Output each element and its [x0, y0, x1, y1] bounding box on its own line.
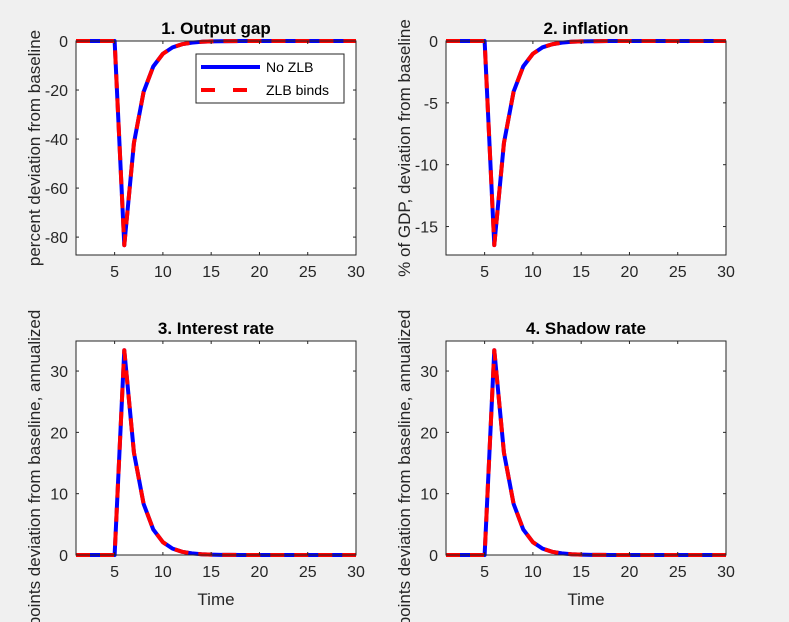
x-tick-label: 20 [621, 264, 639, 281]
subplot-4: 5 10 15 20 25 30 0 10 20 30 4. Shadow rate Time poin… [395, 310, 735, 622]
x-tick-label: 25 [669, 264, 687, 281]
y-tick-label: 0 [429, 34, 438, 51]
x-tick-label: 5 [110, 564, 119, 581]
subplot-title: 2. inflation [544, 19, 629, 38]
y-tick-label: 10 [50, 487, 68, 504]
axes-box [445, 340, 727, 556]
x-tick-label: 30 [347, 564, 365, 581]
x-tick-label: 20 [621, 564, 639, 581]
subplot-title: 3. Interest rate [158, 319, 274, 338]
y-tick-label: -15 [415, 220, 438, 237]
x-tick-label: 15 [572, 264, 590, 281]
axes-box [75, 340, 357, 556]
x-tick-label: 10 [524, 564, 542, 581]
y-axis-label: points deviation from baseline, annualiz… [25, 310, 44, 622]
x-axis-label: Time [197, 590, 234, 609]
y-axis-label: points deviation from baseline, annualiz… [395, 310, 414, 622]
legend-label-no-zlb: No ZLB [266, 59, 313, 75]
x-tick-label: 15 [202, 264, 220, 281]
subplot-3: 5 10 15 20 25 30 0 10 20 30 3. Interest rate Time po… [25, 310, 365, 622]
x-tick-label: 10 [524, 264, 542, 281]
y-tick-label: 0 [59, 548, 68, 565]
x-tick-label: 5 [110, 264, 119, 281]
y-axis-label: % of GDP, deviation from baseline [395, 19, 414, 277]
x-tick-label: 5 [480, 564, 489, 581]
x-tick-label: 30 [717, 264, 735, 281]
y-tick-label: 30 [420, 364, 438, 381]
x-tick-label: 15 [572, 564, 590, 581]
x-tick-label: 10 [154, 564, 172, 581]
legend-box [195, 53, 345, 104]
y-tick-label: 0 [429, 548, 438, 565]
x-axis-label: Time [567, 590, 604, 609]
x-tick-label: 25 [299, 564, 317, 581]
axes-box [445, 40, 727, 256]
x-tick-label: 20 [251, 564, 269, 581]
y-tick-label: -40 [45, 132, 68, 149]
legend: No ZLB ZLB binds [195, 53, 345, 104]
y-tick-label: -5 [424, 96, 438, 113]
x-tick-label: 10 [154, 264, 172, 281]
y-tick-label: 10 [420, 487, 438, 504]
y-tick-label: 20 [420, 425, 438, 442]
x-tick-label: 5 [480, 264, 489, 281]
subplot-title: 1. Output gap [161, 19, 271, 38]
y-tick-label: 20 [50, 425, 68, 442]
legend-label-zlb-binds: ZLB binds [266, 82, 329, 98]
subplot-title: 4. Shadow rate [526, 319, 646, 338]
x-tick-label: 30 [717, 564, 735, 581]
subplot-2: 5 10 15 20 25 30 0 -5 -10 -15 2. inflation % of GDP… [395, 19, 735, 281]
x-tick-label: 20 [251, 264, 269, 281]
y-tick-label: 30 [50, 364, 68, 381]
y-tick-label: -60 [45, 181, 68, 198]
x-tick-label: 25 [669, 564, 687, 581]
axes-box [75, 40, 357, 256]
y-tick-label: -80 [45, 230, 68, 247]
y-tick-label: -10 [415, 158, 438, 175]
y-tick-label: -20 [45, 83, 68, 100]
x-tick-label: 15 [202, 564, 220, 581]
x-tick-label: 25 [299, 264, 317, 281]
y-tick-label: 0 [59, 34, 68, 51]
y-axis-label: percent deviation from baseline [25, 30, 44, 266]
x-tick-label: 30 [347, 264, 365, 281]
